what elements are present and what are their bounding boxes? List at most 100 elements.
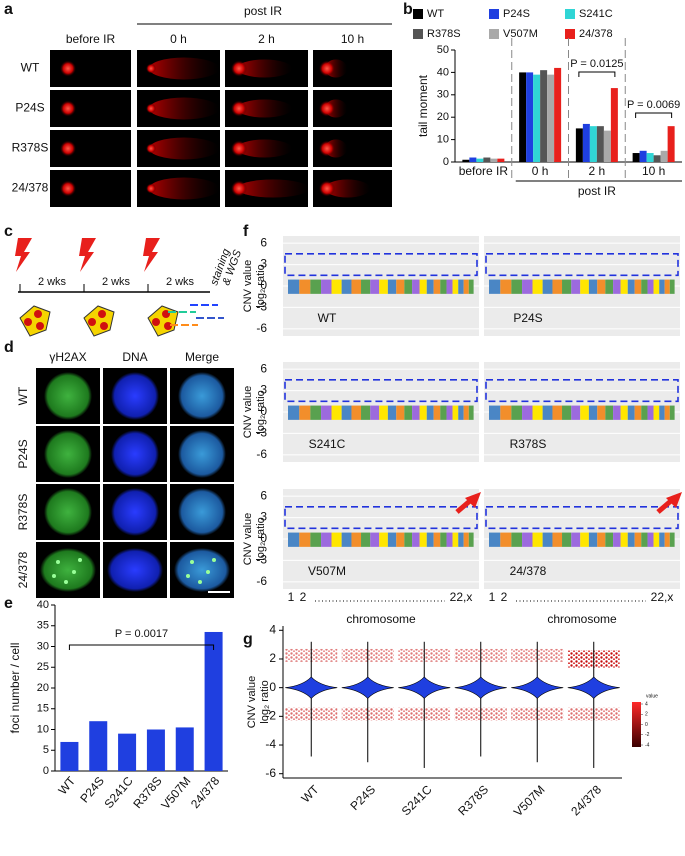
bar	[175, 727, 194, 771]
highlight-box	[284, 506, 478, 530]
chromosome-band	[532, 279, 543, 294]
bar	[146, 729, 165, 771]
chromosome-band	[641, 279, 648, 294]
highlight-box	[284, 379, 478, 403]
chromosome-band	[387, 279, 397, 294]
chromosome-band	[404, 279, 413, 294]
chromosome-band	[489, 279, 501, 294]
chromosome-band	[588, 405, 598, 420]
x-tick-label: WT	[55, 773, 78, 797]
chromosome-band	[452, 405, 459, 420]
chromosome-band	[452, 532, 459, 547]
nucleus	[44, 488, 92, 536]
x-tick-label: before IR	[459, 164, 509, 178]
chromosome-band	[605, 405, 614, 420]
bar	[547, 74, 555, 162]
y-tick-label: -6	[256, 574, 267, 588]
comet-head	[60, 140, 76, 157]
legend-swatch	[413, 9, 423, 19]
chromosome-band	[664, 532, 670, 547]
chromosome-band	[299, 405, 311, 420]
ir-bolt	[79, 238, 96, 272]
comet-head	[60, 100, 76, 117]
chromosome-band	[627, 279, 635, 294]
bar	[667, 126, 675, 162]
chromosome-band	[613, 405, 621, 420]
y-tick-label: 20	[37, 682, 49, 694]
y-tick-label: -6	[265, 766, 276, 780]
chromosome-band	[511, 279, 523, 294]
chromosome-band	[588, 532, 598, 547]
chromosome-band	[321, 532, 332, 547]
x-axis-label: chromosome	[547, 612, 617, 626]
y-axis-label: CNV value	[242, 386, 254, 439]
legend-swatch	[565, 29, 575, 39]
chromosome-band	[511, 532, 523, 547]
comet-tail	[325, 179, 370, 198]
bar	[660, 150, 668, 162]
cell-nucleus	[36, 322, 44, 330]
chromosome-band	[641, 532, 648, 547]
bar	[582, 123, 590, 162]
chromosome-band	[532, 532, 543, 547]
chromosome-band	[396, 532, 405, 547]
chromosome-band	[647, 405, 654, 420]
bracket	[635, 112, 673, 118]
focus	[72, 570, 76, 574]
panel-name: WT	[318, 311, 337, 325]
y-tick-label: 25	[37, 661, 49, 673]
chromosome-band	[379, 279, 388, 294]
bar	[554, 67, 562, 162]
chromosome-band	[634, 532, 642, 547]
y-tick-label: 20	[437, 111, 449, 123]
chromosome-band	[341, 532, 352, 547]
bar	[60, 741, 79, 771]
chromosome-band	[433, 532, 441, 547]
chromosome-band	[620, 405, 628, 420]
cell-nucleus	[34, 310, 42, 318]
y-tick-label: -3	[256, 553, 267, 567]
chromosome-band	[419, 279, 427, 294]
x-tick-label: 24/378	[568, 782, 604, 818]
nucleus	[111, 430, 159, 478]
chromosome-band	[647, 532, 654, 547]
chromosome-band	[522, 279, 533, 294]
legend-label: V507M	[503, 28, 538, 40]
chromosome-band	[562, 279, 572, 294]
cell-nucleus	[88, 318, 96, 326]
bar	[632, 153, 640, 162]
chromosome-band	[412, 279, 420, 294]
comet-head	[146, 103, 156, 114]
chromosome-band	[580, 532, 589, 547]
x-tick-label: 1	[489, 590, 496, 604]
y-tick-label: 15	[37, 703, 49, 715]
x-tick-label: WT	[299, 782, 323, 806]
row-label: 24/378	[16, 551, 30, 588]
chromosome-band	[458, 279, 464, 294]
x-tick-label: R378S	[130, 774, 164, 811]
column-label: before IR	[66, 32, 116, 46]
chromosome-band	[659, 279, 665, 294]
focus	[78, 558, 82, 562]
panel-label: c	[4, 223, 13, 240]
colorbar-tick-label: 0	[645, 722, 648, 728]
chromosome-band	[468, 532, 474, 547]
chromosome-band	[653, 532, 660, 547]
chromosome-band	[396, 405, 405, 420]
chromosome-band	[433, 279, 441, 294]
row-label: P24S	[16, 439, 30, 468]
panel-label: a	[4, 1, 13, 18]
colorbar-tick-label: -4	[645, 742, 650, 748]
y-tick-label: -3	[256, 300, 267, 314]
chromosome-band	[627, 532, 635, 547]
x-tick-label: P24S	[347, 782, 378, 813]
arrow	[465, 492, 481, 508]
chromosome-band	[620, 532, 628, 547]
chromosome-band	[634, 279, 642, 294]
panel-label: b	[403, 1, 413, 18]
bar	[89, 721, 108, 771]
chromosome-band	[361, 532, 371, 547]
legend-swatch	[565, 9, 575, 19]
chromosome-band	[426, 279, 434, 294]
y-tick-label: 10	[437, 134, 449, 146]
